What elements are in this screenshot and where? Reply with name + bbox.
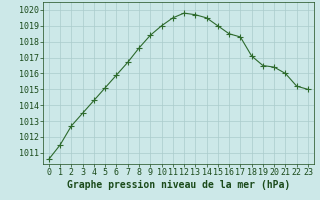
X-axis label: Graphe pression niveau de la mer (hPa): Graphe pression niveau de la mer (hPa) bbox=[67, 180, 290, 190]
